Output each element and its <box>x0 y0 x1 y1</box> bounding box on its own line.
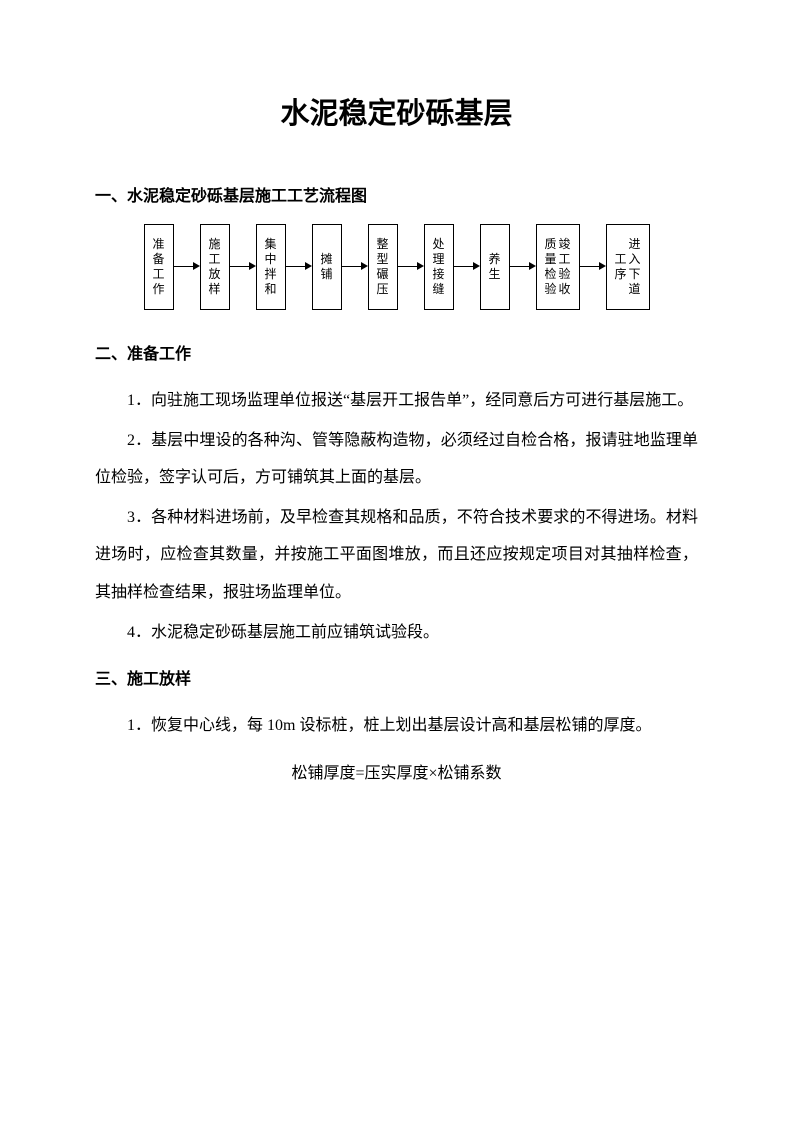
section-2-p4: 4．水泥稳定砂砾基层施工前应铺筑试验段。 <box>95 614 698 652</box>
section-2: 二、准备工作 1．向驻施工现场监理单位报送“基层开工报告单”，经同意后方可进行基… <box>95 340 698 651</box>
section-2-p3: 3．各种材料进场前，及早检查其规格和品质，不符合技术要求的不得进场。材料进场时，… <box>95 499 698 612</box>
flow-arrow-icon <box>398 261 424 273</box>
page-title: 水泥稳定砂砾基层 <box>95 90 698 132</box>
flow-node-n5: 整型碾压 <box>368 224 398 310</box>
process-flowchart: 准备工作施工放样集中拌和摊铺整型碾压处理接缝养生质量检验竣工验收工序进入下道 <box>95 224 698 310</box>
section-2-p1: 1．向驻施工现场监理单位报送“基层开工报告单”，经同意后方可进行基层施工。 <box>95 382 698 420</box>
flow-arrow-icon <box>174 261 200 273</box>
flow-arrow-icon <box>510 261 536 273</box>
flow-node-n4: 摊铺 <box>312 224 342 310</box>
section-3-heading: 三、施工放样 <box>95 665 698 689</box>
flow-arrow-icon <box>580 261 606 273</box>
section-3-p1: 1．恢复中心线，每 10m 设标桩，桩上划出基层设计高和基层松铺的厚度。 <box>95 707 698 745</box>
section-3: 三、施工放样 1．恢复中心线，每 10m 设标桩，桩上划出基层设计高和基层松铺的… <box>95 665 698 783</box>
flow-arrow-icon <box>342 261 368 273</box>
flow-arrow-icon <box>454 261 480 273</box>
section-2-p2: 2．基层中埋设的各种沟、管等隐蔽构造物，必须经过自检合格，报请驻地监理单位检验，… <box>95 422 698 497</box>
flow-node-n9: 工序进入下道 <box>606 224 650 310</box>
flow-node-n1: 准备工作 <box>144 224 174 310</box>
flow-node-n3: 集中拌和 <box>256 224 286 310</box>
flow-node-n7: 养生 <box>480 224 510 310</box>
flow-node-n2: 施工放样 <box>200 224 230 310</box>
flow-arrow-icon <box>286 261 312 273</box>
section-2-heading: 二、准备工作 <box>95 340 698 364</box>
flow-node-n8: 质量检验竣工验收 <box>536 224 580 310</box>
formula-loose-thickness: 松铺厚度=压实厚度×松铺系数 <box>95 759 698 783</box>
section-1-heading: 一、水泥稳定砂砾基层施工工艺流程图 <box>95 182 698 206</box>
flow-node-n6: 处理接缝 <box>424 224 454 310</box>
section-1: 一、水泥稳定砂砾基层施工工艺流程图 准备工作施工放样集中拌和摊铺整型碾压处理接缝… <box>95 182 698 310</box>
flow-arrow-icon <box>230 261 256 273</box>
